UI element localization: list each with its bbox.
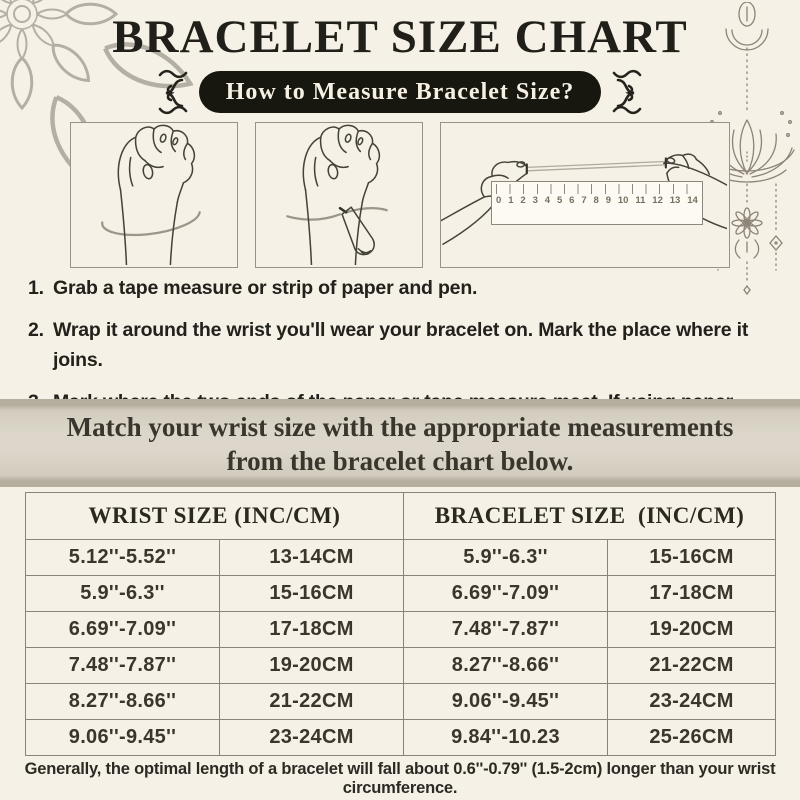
ruler: 0 1 2 3 4 5 6 7 8 9 10 11 12 13 14 [491,181,703,225]
flourish-left-icon [158,69,188,115]
flourish-right-icon [612,69,642,115]
ruler-number: 10 [617,195,629,206]
size-table-header-row: WRIST SIZE (INC/CM) BRACELET SIZE (INC/C… [25,492,776,540]
table-row: 8.27''-8.66'' 21-22CM 9.06''-9.45'' 23-2… [25,683,776,720]
step-text: Grab a tape measure or strip of paper an… [53,277,478,299]
bracelet-cm: 25-26CM [607,719,776,756]
ruler-number: 6 [569,195,575,206]
subtitle-row: How to Measure Bracelet Size? [0,68,800,116]
bracelet-cm: 15-16CM [607,539,776,576]
ruler-number: 3 [532,195,538,206]
table-row: 9.06''-9.45'' 23-24CM 9.84''-10.23 25-26… [25,719,776,756]
wrist-size-header: WRIST SIZE (INC/CM) [25,492,404,540]
ruler-number: 5 [556,195,563,206]
ruler-number: 0 [496,195,502,206]
bracelet-cm: 17-18CM [607,575,776,612]
bracelet-inches: 9.84''-10.23 [403,719,608,756]
bracelet-size-header: BRACELET SIZE (INC/CM) [403,492,776,540]
wrist-cm: 17-18CM [219,611,404,648]
bracelet-cm: 19-20CM [607,611,776,648]
ruler-numbers: 0 1 2 3 4 5 6 7 8 9 10 11 12 13 14 [492,194,702,206]
ruler-number: 13 [669,195,681,206]
ruler-number: 11 [635,195,646,206]
wrist-inches: 8.27''-8.66'' [25,683,220,720]
ruler-number: 12 [652,195,663,206]
bracelet-cm: 21-22CM [607,647,776,684]
illustration-row: 0 1 2 3 4 5 6 7 8 9 10 11 12 13 14 [0,122,800,268]
size-table: WRIST SIZE (INC/CM) BRACELET SIZE (INC/C… [25,492,776,756]
bracelet-inches: 5.9''-6.3'' [403,539,608,576]
ruler-number: 2 [520,195,526,206]
bracelet-cm: 23-24CM [607,683,776,720]
illustration-measure-strip-with-ruler: 0 1 2 3 4 5 6 7 8 9 10 11 12 13 14 [440,122,730,268]
wrist-inches: 9.06''-9.45'' [25,719,220,756]
table-row: 6.69''-7.09'' 17-18CM 7.48''-7.87'' 19-2… [25,611,776,648]
wrist-inches: 7.48''-7.87'' [25,647,220,684]
footer-note: Generally, the optimal length of a brace… [24,760,776,797]
banner-line-2: from the bracelet chart below. [226,445,574,476]
banner-line-1: Match your wrist size with the appropria… [66,412,734,442]
step-number: 2. [28,319,44,342]
subtitle-pill: How to Measure Bracelet Size? [198,71,602,113]
ruler-number: 4 [544,195,551,206]
hand-with-tape-drawing [101,124,201,265]
step-number: 1. [28,277,44,299]
ruler-number: 14 [687,195,698,206]
illustration-wrap-tape-around-wrist [70,122,238,268]
table-row: 5.12''-5.52'' 13-14CM 5.9''-6.3'' 15-16C… [25,539,776,576]
ruler-number: 8 [593,195,599,206]
wrist-cm: 15-16CM [219,575,404,612]
wrist-inches: 5.9''-6.3'' [25,575,220,612]
ruler-number: 9 [605,195,611,206]
page-title: BRACELET SIZE CHART [112,11,688,63]
step-text: Wrap it around the wrist you'll wear you… [53,319,749,371]
bracelet-inches: 7.48''-7.87'' [403,611,608,648]
bracelet-inches: 8.27''-8.66'' [403,647,608,684]
wrist-inches: 5.12''-5.52'' [25,539,220,576]
wrist-cm: 23-24CM [219,719,404,756]
match-size-banner: Match your wrist size with the appropria… [0,399,800,487]
wrist-cm: 21-22CM [219,683,404,720]
wrist-inches: 6.69''-7.09'' [25,611,220,648]
table-row: 5.9''-6.3'' 15-16CM 6.69''-7.09'' 17-18C… [25,575,776,612]
wrist-cm: 19-20CM [219,647,404,684]
illustration-mark-wrist-with-pen [255,122,423,268]
ruler-ticks [496,184,698,194]
step-1: 1. Grab a tape measure or strip of paper… [28,274,786,303]
bracelet-inches: 6.69''-7.09'' [403,575,608,612]
wrist-cm: 13-14CM [219,539,404,576]
ruler-number: 1 [508,195,514,206]
bracelet-inches: 9.06''-9.45'' [403,683,608,720]
step-2: 2. Wrap it around the wrist you'll wear … [28,316,786,375]
table-row: 7.48''-7.87'' 19-20CM 8.27''-8.66'' 21-2… [25,647,776,684]
hand-with-pen-drawing [286,124,388,265]
ruler-number: 7 [581,195,587,206]
